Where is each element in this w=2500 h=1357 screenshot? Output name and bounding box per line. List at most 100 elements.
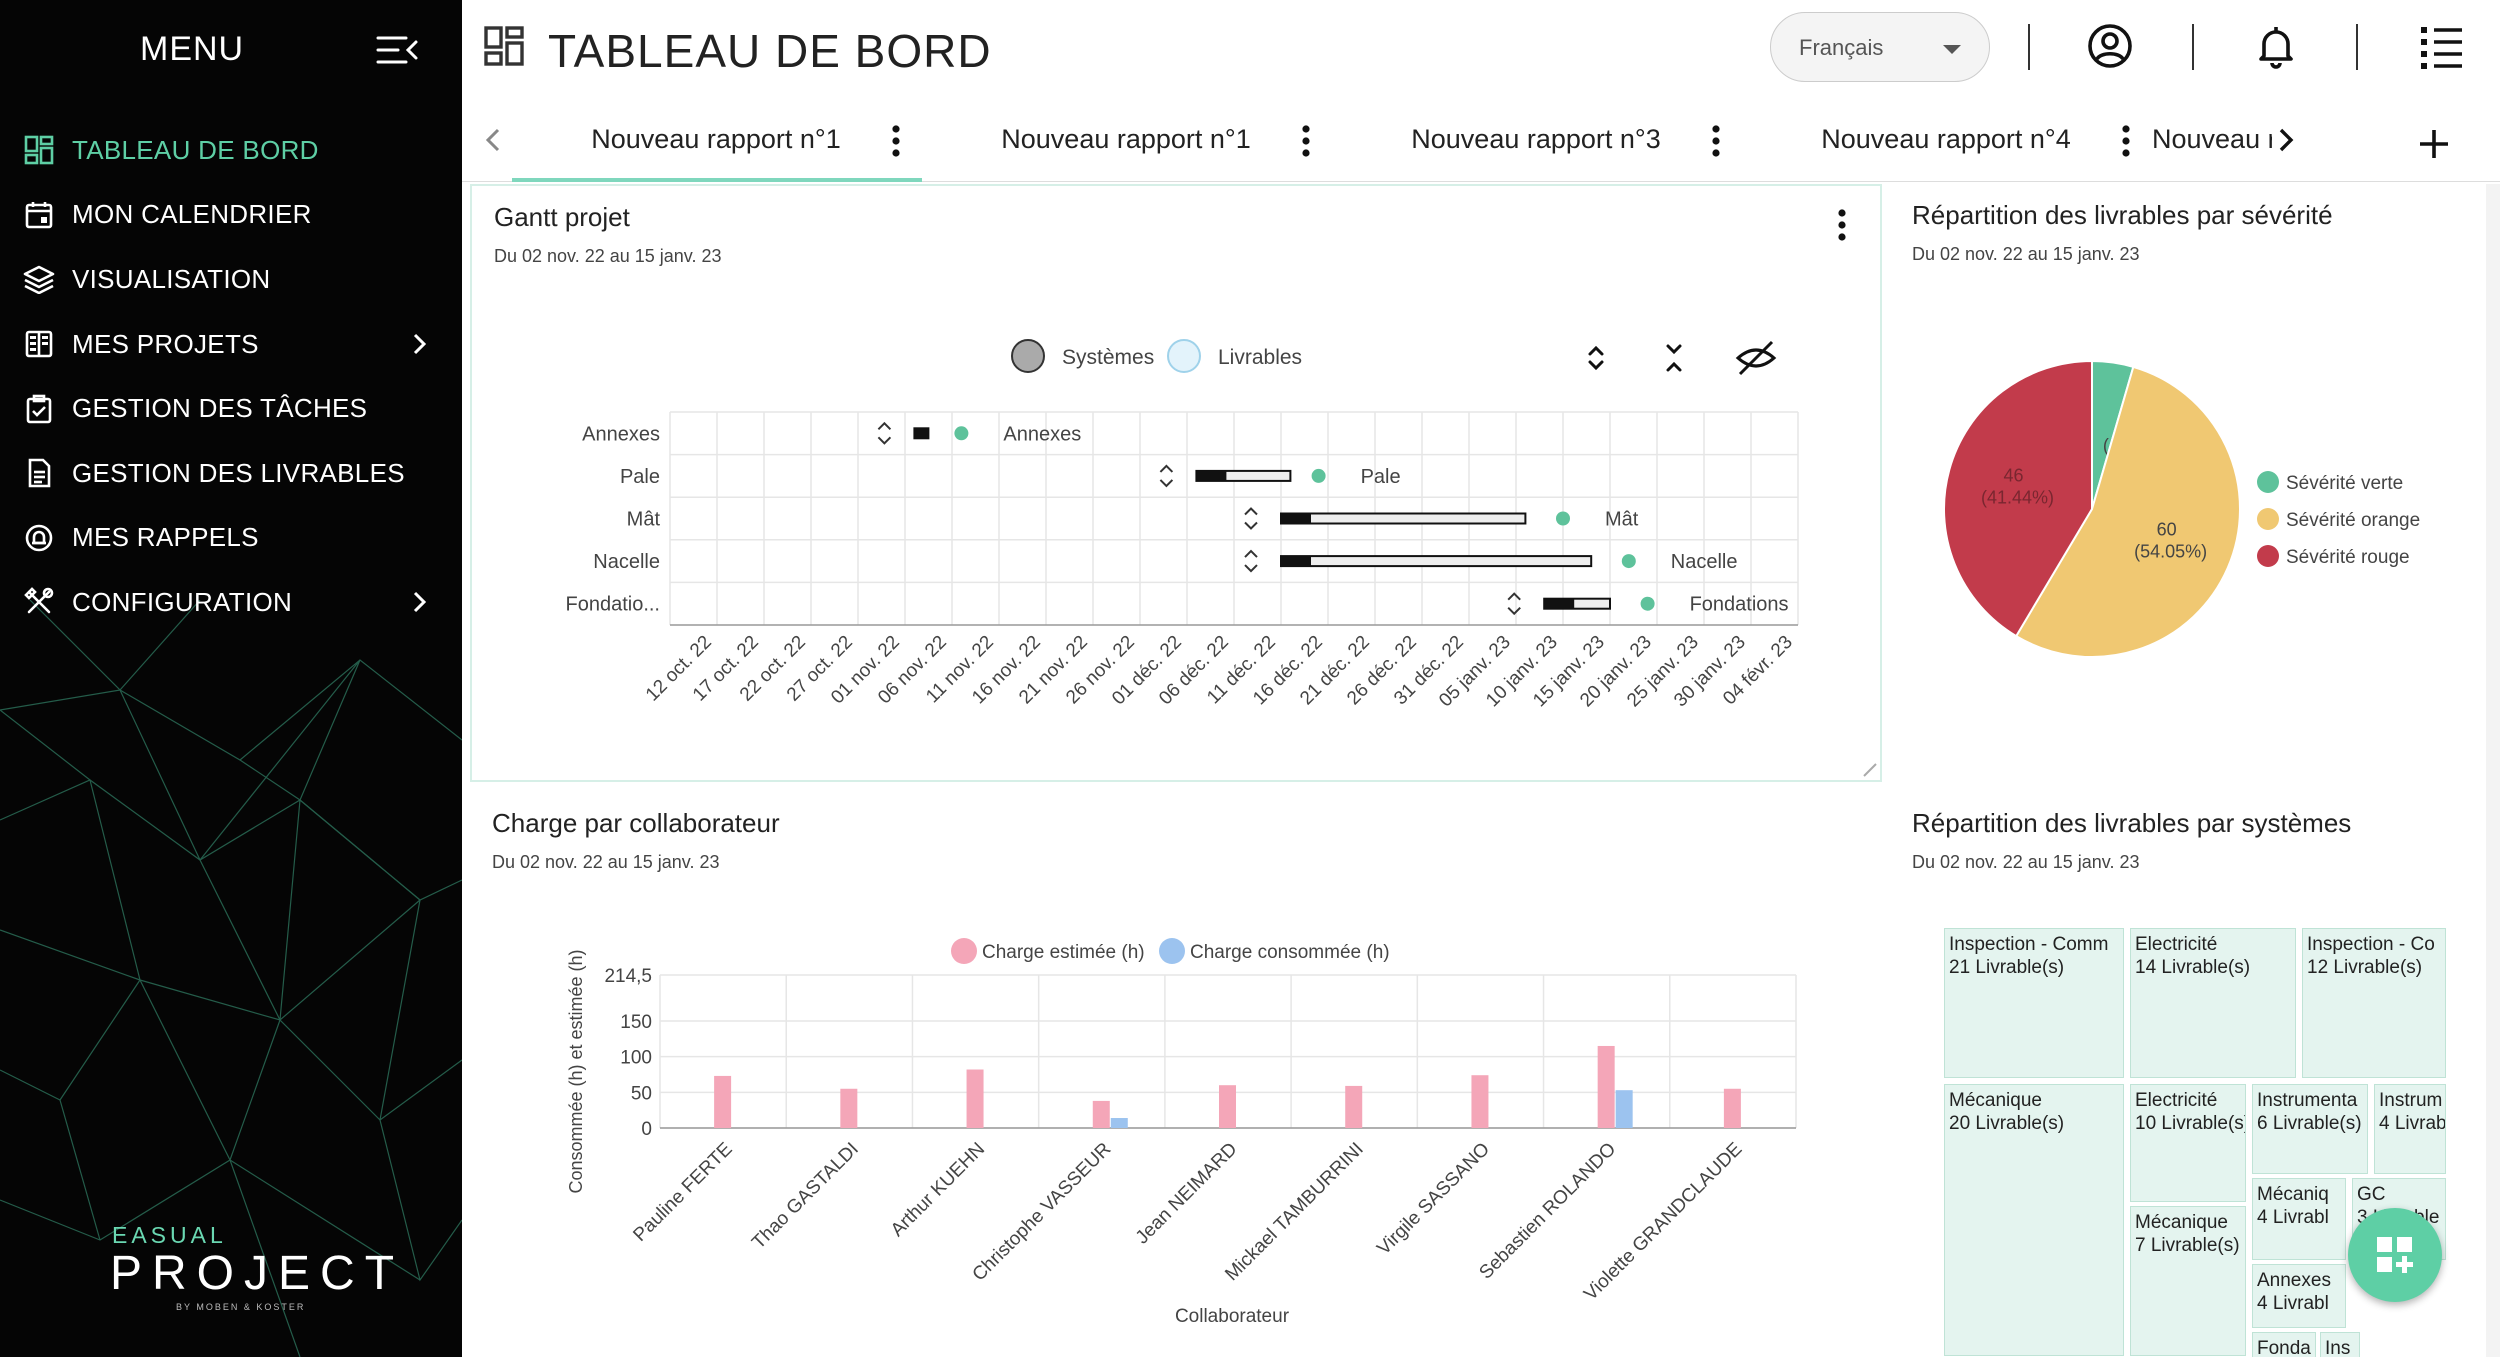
treemap-cell[interactable]: Mécanique 7 Livrable(s) xyxy=(2130,1206,2246,1356)
treemap-cell[interactable]: Inspection - Co 12 Livrable(s) xyxy=(2302,928,2446,1078)
treemap-cell[interactable]: Inspection - Comm 21 Livrable(s) xyxy=(1944,928,2124,1078)
row-expand-icon[interactable] xyxy=(877,421,892,445)
treemap-cell-name: Mécanique xyxy=(2135,1212,2228,1233)
treemap-cell[interactable]: Electricité 14 Livrable(s) xyxy=(2130,928,2296,1078)
bar-legend-swatch xyxy=(1159,938,1185,964)
treemap-cell[interactable]: Electricité 10 Livrable(s) xyxy=(2130,1084,2246,1202)
treemap-cell-count: 21 Livrable(s) xyxy=(1949,957,2065,978)
chevron-left-icon[interactable] xyxy=(476,122,512,158)
legend-swatch-systems xyxy=(1011,339,1045,373)
treemap-cell-count: 4 Livrables xyxy=(2379,1113,2446,1134)
row-expand-icon[interactable] xyxy=(1507,592,1521,616)
treemap-cell-name: Inspection - Co xyxy=(2307,934,2435,955)
panel-title: Charge par collaborateur xyxy=(492,808,780,838)
treemap-cell[interactable]: Instrumenta 6 Livrable(s) xyxy=(2252,1084,2368,1174)
sidebar-item-visualisation[interactable]: VISUALISATION xyxy=(0,247,462,312)
treemap-cell-count: 12 Livrable(s) xyxy=(2307,957,2423,978)
legend-swatch-livrables xyxy=(1167,339,1201,373)
panel-subtitle: Du 02 nov. 22 au 15 janv. 23 xyxy=(494,246,722,266)
treemap-cell[interactable]: Mécaniq 4 Livrabl xyxy=(2252,1178,2346,1260)
sidebar-nav: TABLEAU DE BORD MON CALENDRIER VISUALISA… xyxy=(0,118,462,635)
tab-report-5[interactable]: Nouveau rapport n°5 xyxy=(2152,100,2272,180)
tab-report-4[interactable]: Nouveau rapport n°4 xyxy=(1742,100,2152,180)
row-expand-icon[interactable] xyxy=(1244,507,1258,530)
bar-x-tick-label: Jean NEIMARD xyxy=(1132,1139,1242,1249)
bar-consumed xyxy=(1110,1118,1128,1128)
sidebar-item-label: MES PROJETS xyxy=(72,328,259,359)
tab-label: Nouveau rapport n°5 xyxy=(2152,124,2272,154)
bar-estimated xyxy=(1471,1075,1489,1128)
list-menu-icon[interactable] xyxy=(2418,22,2466,70)
workload-panel: Charge par collaborateur Du 02 nov. 22 a… xyxy=(470,792,1882,1357)
pie-legend-swatch xyxy=(2257,545,2279,567)
logo-top-text: EASUAL xyxy=(112,1222,227,1248)
treemap-cell[interactable]: Annexes 4 Livrabl xyxy=(2252,1264,2346,1328)
sidebar-item-calendar[interactable]: MON CALENDRIER xyxy=(0,183,462,248)
kebab-menu-icon[interactable] xyxy=(1710,124,1722,158)
gantt-milestone-point xyxy=(1311,468,1326,483)
sidebar-item-label: GESTION DES TÂCHES xyxy=(72,393,368,424)
sidebar-item-label: TABLEAU DE BORD xyxy=(72,134,319,165)
sidebar-item-configuration[interactable]: CONFIGURATION xyxy=(0,570,462,635)
row-expand-icon[interactable] xyxy=(1159,464,1174,488)
sidebar-item-tasks[interactable]: GESTION DES TÂCHES xyxy=(0,376,462,441)
collapse-all-icon[interactable] xyxy=(1666,344,1682,372)
sidebar-item-projects[interactable]: MES PROJETS xyxy=(0,312,462,377)
panel-title: Gantt projet xyxy=(494,202,630,232)
kebab-menu-icon[interactable] xyxy=(890,124,902,158)
treemap-cell[interactable]: Ins1 L xyxy=(2320,1332,2360,1357)
pie-percent-label: (41.44%) xyxy=(1981,487,2054,507)
hide-visibility-icon[interactable] xyxy=(1735,340,1777,376)
add-widget-button[interactable] xyxy=(2348,1208,2442,1302)
chevron-up-icon xyxy=(877,421,892,431)
add-widget-icon xyxy=(2377,1237,2413,1273)
tab-label: Nouveau rapport n°1 xyxy=(591,124,841,154)
expand-all-icon[interactable] xyxy=(1588,345,1604,371)
tab-report-3[interactable]: Nouveau rapport n°3 xyxy=(1332,100,1742,180)
kebab-menu-icon[interactable] xyxy=(1836,208,1848,242)
treemap-cell[interactable]: Fonda2 Livra xyxy=(2252,1332,2316,1357)
gantt-bar xyxy=(1280,555,1593,568)
language-select[interactable]: Français xyxy=(1770,12,1990,82)
tab-report-2[interactable]: Nouveau rapport n°1 xyxy=(922,100,1332,180)
pie-value-label: 46 xyxy=(2004,465,2024,485)
sidebar-item-reminders[interactable]: MES RAPPELS xyxy=(0,506,462,571)
menu-collapse-icon[interactable] xyxy=(376,34,420,66)
document-icon xyxy=(22,456,56,490)
bar-x-tick-label: Mickael TAMBURRINI xyxy=(1221,1139,1367,1285)
treemap-cell-name: Mécaniq xyxy=(2257,1184,2329,1205)
kebab-menu-icon[interactable] xyxy=(1300,124,1312,158)
bar-x-tick-label: Pauline FERTE xyxy=(629,1139,736,1246)
treemap-cell-count: 20 Livrable(s) xyxy=(1949,1113,2065,1134)
row-expand-icon[interactable] xyxy=(1244,549,1258,573)
pie-percent-label: (54.05%) xyxy=(2134,541,2207,561)
gantt-milestone-point xyxy=(1640,596,1655,611)
notification-bell-icon[interactable] xyxy=(2252,22,2300,70)
sidebar-item-label: MON CALENDRIER xyxy=(72,199,312,230)
user-account-icon[interactable] xyxy=(2086,22,2134,70)
sidebar-item-deliverables[interactable]: GESTION DES LIVRABLES xyxy=(0,441,462,506)
sidebar-item-label: MES RAPPELS xyxy=(72,522,259,553)
chevron-up-icon xyxy=(1588,345,1604,356)
treemap-cell-name: Ins xyxy=(2325,1338,2351,1357)
panel-subtitle: Du 02 nov. 22 au 15 janv. 23 xyxy=(1912,244,2140,264)
page-scrollbar[interactable] xyxy=(2486,184,2500,1357)
tab-label: Nouveau rapport n°1 xyxy=(1001,124,1251,154)
treemap-cell[interactable]: Mécanique 20 Livrable(s) xyxy=(1944,1084,2124,1356)
menu-header: MENU xyxy=(0,24,462,76)
resize-handle-icon xyxy=(1863,763,1877,777)
bar-y-tick-label: 50 xyxy=(631,1083,652,1104)
panel-subtitle: Du 02 nov. 22 au 15 janv. 23 xyxy=(1912,852,2140,872)
bar-estimated xyxy=(1219,1085,1236,1128)
tab-report-1[interactable]: Nouveau rapport n°1 xyxy=(512,100,922,182)
kebab-menu-icon[interactable] xyxy=(2120,124,2132,158)
add-tab-plus-icon[interactable] xyxy=(2414,124,2454,164)
bar-y-tick-label: 0 xyxy=(641,1119,652,1140)
gantt-bar-progress xyxy=(1196,470,1227,481)
gantt-row-label: Annexes xyxy=(582,423,660,445)
chevron-up-icon xyxy=(1159,464,1174,473)
tab-label: Nouveau rapport n°4 xyxy=(1821,124,2071,154)
sidebar-item-dashboard[interactable]: TABLEAU DE BORD xyxy=(0,118,462,183)
chevron-right-icon[interactable] xyxy=(2268,122,2304,158)
